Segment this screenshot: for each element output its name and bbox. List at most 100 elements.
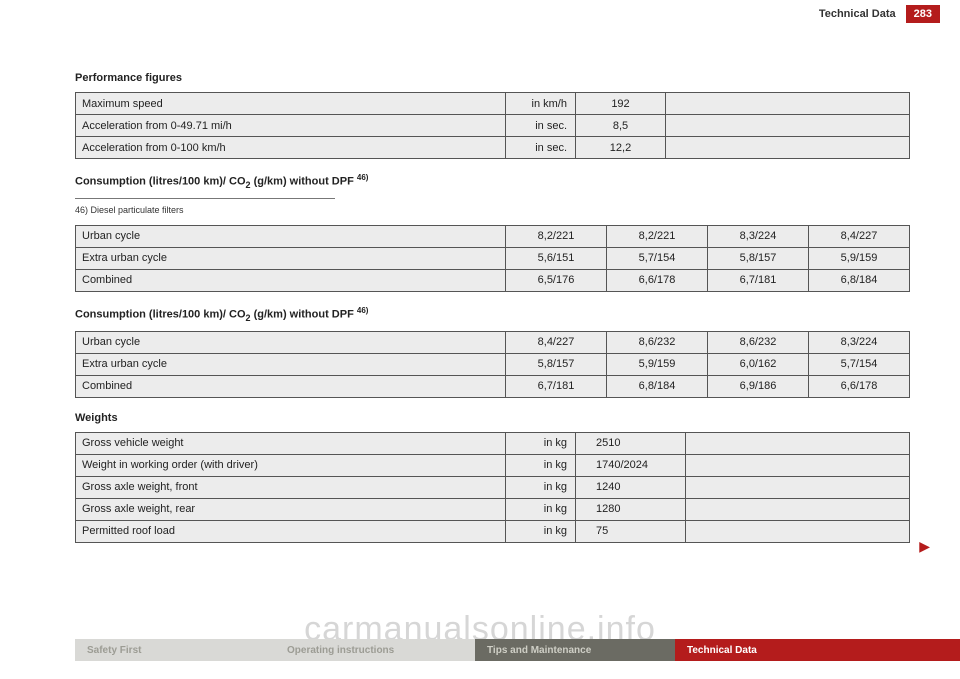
cell-unit: in kg xyxy=(506,476,576,498)
cell-unit: in sec. xyxy=(506,137,576,159)
cell-value: 8,4/227 xyxy=(809,225,910,247)
consumption-table-1: Urban cycle 8,2/221 8,2/221 8,3/224 8,4/… xyxy=(75,225,910,292)
cell-empty xyxy=(686,498,910,520)
cell-unit: in sec. xyxy=(506,115,576,137)
cell-value: 8,6/232 xyxy=(607,331,708,353)
cell-unit: in km/h xyxy=(506,93,576,115)
cell-value: 1240 xyxy=(576,476,686,498)
cell-value: 6,6/178 xyxy=(809,375,910,397)
header-title: Technical Data xyxy=(819,8,896,20)
footnote-ref: 46) xyxy=(357,173,369,182)
table-row: Gross axle weight, front in kg 1240 xyxy=(76,476,910,498)
cell-value: 8,2/221 xyxy=(607,225,708,247)
cell-label: Acceleration from 0-49.71 mi/h xyxy=(76,115,506,137)
cell-value: 8,6/232 xyxy=(708,331,809,353)
cell-value: 6,8/184 xyxy=(607,375,708,397)
cell-label: Gross axle weight, front xyxy=(76,476,506,498)
cell-value: 6,5/176 xyxy=(506,269,607,291)
cell-value: 5,9/159 xyxy=(809,247,910,269)
performance-table: Maximum speed in km/h 192 Acceleration f… xyxy=(75,92,910,159)
cell-value: 12,2 xyxy=(576,137,666,159)
footnote-ref: 46) xyxy=(357,306,369,315)
cell-label: Combined xyxy=(76,269,506,291)
cell-value: 6,0/162 xyxy=(708,353,809,375)
section-title-consumption1: Consumption (litres/100 km)/ CO2 (g/km) … xyxy=(75,173,910,190)
cell-empty xyxy=(666,137,910,159)
page-number: 283 xyxy=(906,5,940,23)
title-text: Consumption (litres/100 km)/ CO xyxy=(75,176,246,188)
section-title-consumption2: Consumption (litres/100 km)/ CO2 (g/km) … xyxy=(75,306,910,323)
table-row: Gross vehicle weight in kg 2510 xyxy=(76,432,910,454)
cell-value: 5,8/157 xyxy=(506,353,607,375)
cell-label: Gross axle weight, rear xyxy=(76,498,506,520)
cell-empty xyxy=(686,454,910,476)
cell-value: 8,3/224 xyxy=(809,331,910,353)
cell-value: 5,9/159 xyxy=(607,353,708,375)
cell-value: 8,3/224 xyxy=(708,225,809,247)
section-title-weights: Weights xyxy=(75,412,910,424)
footer-tabs: Safety First Operating instructions Tips… xyxy=(75,639,960,661)
cell-value: 75 xyxy=(576,520,686,542)
table-row: Maximum speed in km/h 192 xyxy=(76,93,910,115)
cell-label: Acceleration from 0-100 km/h xyxy=(76,137,506,159)
section-title-performance: Performance figures xyxy=(75,72,910,84)
cell-value: 8,2/221 xyxy=(506,225,607,247)
page-content: Performance figures Maximum speed in km/… xyxy=(0,28,960,543)
cell-value: 192 xyxy=(576,93,666,115)
cell-value: 1280 xyxy=(576,498,686,520)
table-row: Acceleration from 0-100 km/h in sec. 12,… xyxy=(76,137,910,159)
cell-label: Gross vehicle weight xyxy=(76,432,506,454)
tab-safety[interactable]: Safety First xyxy=(75,639,275,661)
cell-value: 1740/2024 xyxy=(576,454,686,476)
table-row: Urban cycle 8,2/221 8,2/221 8,3/224 8,4/… xyxy=(76,225,910,247)
weights-table: Gross vehicle weight in kg 2510 Weight i… xyxy=(75,432,910,543)
cell-unit: in kg xyxy=(506,454,576,476)
table-row: Combined 6,5/176 6,6/178 6,7/181 6,8/184 xyxy=(76,269,910,291)
cell-empty xyxy=(666,93,910,115)
table-row: Gross axle weight, rear in kg 1280 xyxy=(76,498,910,520)
cell-value: 6,7/181 xyxy=(708,269,809,291)
page-header: Technical Data 283 xyxy=(0,0,960,28)
cell-value: 5,6/151 xyxy=(506,247,607,269)
cell-label: Urban cycle xyxy=(76,225,506,247)
cell-value: 8,5 xyxy=(576,115,666,137)
continue-arrow-icon: ▶ xyxy=(919,538,930,555)
cell-empty xyxy=(686,432,910,454)
footnote-text: 46) Diesel particulate filters xyxy=(75,205,910,215)
table-row: Weight in working order (with driver) in… xyxy=(76,454,910,476)
title-text: (g/km) without DPF xyxy=(251,176,357,188)
tab-technical[interactable]: Technical Data xyxy=(675,639,960,661)
cell-value: 6,8/184 xyxy=(809,269,910,291)
table-row: Permitted roof load in kg 75 xyxy=(76,520,910,542)
tab-operating[interactable]: Operating instructions xyxy=(275,639,475,661)
table-row: Urban cycle 8,4/227 8,6/232 8,6/232 8,3/… xyxy=(76,331,910,353)
cell-label: Urban cycle xyxy=(76,331,506,353)
cell-label: Extra urban cycle xyxy=(76,247,506,269)
cell-unit: in kg xyxy=(506,498,576,520)
cell-label: Weight in working order (with driver) xyxy=(76,454,506,476)
tab-tips[interactable]: Tips and Maintenance xyxy=(475,639,675,661)
cell-label: Extra urban cycle xyxy=(76,353,506,375)
cell-label: Combined xyxy=(76,375,506,397)
cell-unit: in kg xyxy=(506,520,576,542)
cell-value: 6,7/181 xyxy=(506,375,607,397)
cell-unit: in kg xyxy=(506,432,576,454)
cell-value: 2510 xyxy=(576,432,686,454)
cell-empty xyxy=(666,115,910,137)
table-row: Extra urban cycle 5,8/157 5,9/159 6,0/16… xyxy=(76,353,910,375)
table-row: Acceleration from 0-49.71 mi/h in sec. 8… xyxy=(76,115,910,137)
cell-value: 5,8/157 xyxy=(708,247,809,269)
title-underline xyxy=(75,198,335,199)
consumption-table-2: Urban cycle 8,4/227 8,6/232 8,6/232 8,3/… xyxy=(75,331,910,398)
title-text: Consumption (litres/100 km)/ CO xyxy=(75,309,246,321)
cell-empty xyxy=(686,476,910,498)
cell-value: 8,4/227 xyxy=(506,331,607,353)
cell-label: Permitted roof load xyxy=(76,520,506,542)
cell-value: 6,6/178 xyxy=(607,269,708,291)
cell-empty xyxy=(686,520,910,542)
table-row: Extra urban cycle 5,6/151 5,7/154 5,8/15… xyxy=(76,247,910,269)
cell-value: 6,9/186 xyxy=(708,375,809,397)
cell-value: 5,7/154 xyxy=(607,247,708,269)
cell-label: Maximum speed xyxy=(76,93,506,115)
table-row: Combined 6,7/181 6,8/184 6,9/186 6,6/178 xyxy=(76,375,910,397)
